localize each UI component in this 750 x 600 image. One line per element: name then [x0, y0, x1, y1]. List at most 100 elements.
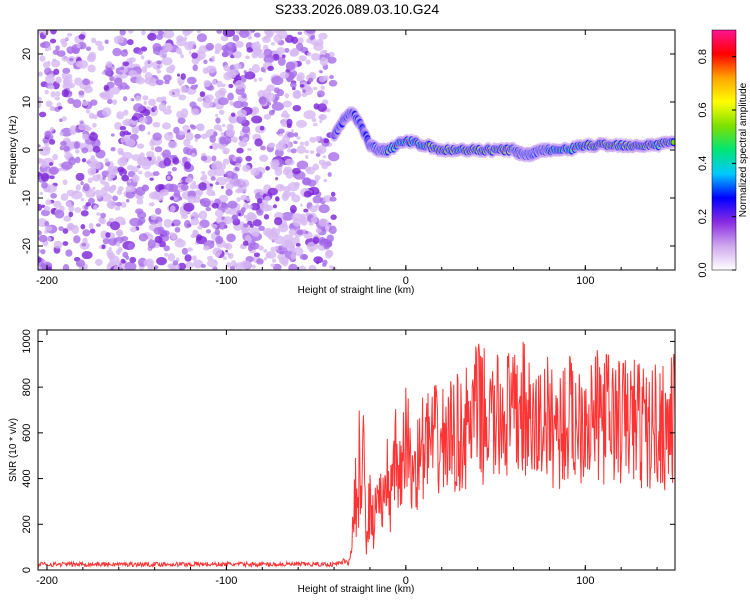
noise-blob	[219, 136, 228, 145]
noise-blob	[183, 138, 191, 147]
noise-blob	[310, 216, 318, 224]
noise-blob	[292, 167, 301, 175]
snr-x-tick-label: 100	[576, 575, 594, 587]
noise-blob	[57, 106, 63, 110]
noise-blob	[258, 96, 267, 105]
noise-blob	[312, 122, 318, 127]
noise-blob	[152, 121, 161, 128]
noise-blob	[191, 108, 200, 116]
noise-blob	[284, 47, 290, 53]
noise-blob	[284, 158, 295, 166]
noise-blob	[263, 190, 268, 194]
noise-blob	[97, 44, 105, 52]
noise-blob	[231, 214, 239, 221]
noise-blob	[324, 52, 331, 59]
noise-blob	[149, 177, 154, 181]
noise-blob	[61, 116, 67, 122]
noise-blob	[49, 38, 57, 44]
noise-blob	[196, 30, 201, 34]
noise-blob	[281, 258, 289, 267]
noise-blob	[163, 157, 172, 167]
noise-blob	[43, 260, 47, 264]
noise-blob	[80, 210, 89, 217]
noise-blob	[273, 217, 283, 226]
noise-blob	[137, 211, 147, 219]
noise-blob	[75, 172, 85, 181]
noise-blob	[119, 66, 125, 71]
noise-blob	[177, 262, 187, 270]
snr-frame	[37, 329, 676, 571]
noise-blob	[271, 102, 285, 111]
noise-blob	[313, 256, 324, 264]
noise-blob	[215, 235, 224, 245]
noise-blob	[90, 37, 97, 44]
noise-blob	[252, 64, 260, 73]
noise-blob	[238, 187, 243, 193]
noise-blob	[187, 195, 196, 204]
noise-blob	[143, 100, 147, 105]
noise-blob	[164, 253, 169, 257]
noise-blob	[38, 234, 48, 243]
noise-blob	[166, 175, 171, 180]
noise-blob	[53, 68, 60, 75]
noise-blob	[155, 207, 162, 215]
noise-blob	[180, 183, 189, 191]
noise-blob	[190, 217, 200, 226]
noise-blob	[322, 259, 328, 266]
noise-blob	[163, 74, 172, 82]
noise-blob	[150, 146, 155, 151]
noise-blob	[83, 85, 93, 94]
noise-blob	[199, 91, 206, 98]
noise-blob	[74, 156, 81, 164]
noise-blob	[191, 52, 198, 59]
noise-blob	[81, 250, 93, 260]
noise-blob	[223, 243, 230, 249]
noise-blob	[116, 249, 121, 256]
noise-blob	[275, 177, 278, 181]
noise-blob	[290, 253, 297, 260]
noise-blob	[168, 183, 178, 193]
noise-blob	[286, 148, 292, 153]
noise-blob	[272, 204, 278, 209]
noise-blob	[69, 57, 74, 62]
noise-blob	[189, 182, 197, 190]
noise-blob	[213, 131, 218, 137]
noise-blob	[259, 189, 265, 196]
noise-blob	[92, 114, 98, 120]
noise-blob	[252, 219, 262, 227]
noise-blob	[184, 161, 192, 170]
noise-blob	[246, 197, 251, 202]
noise-blob	[156, 69, 162, 74]
noise-blob	[167, 140, 178, 149]
noise-blob	[205, 42, 215, 51]
noise-blob	[147, 32, 157, 41]
noise-blob	[87, 197, 95, 204]
noise-blob	[81, 158, 87, 163]
noise-blob	[178, 130, 185, 136]
noise-blob	[240, 194, 248, 201]
noise-blob	[135, 194, 144, 201]
noise-blob	[284, 166, 292, 173]
noise-blob	[250, 167, 261, 176]
noise-blob	[270, 263, 276, 267]
snr-y-tick-label: 200	[21, 515, 33, 533]
noise-blob	[178, 196, 183, 201]
noise-blob	[323, 243, 330, 250]
noise-blob	[277, 253, 286, 260]
noise-blob	[271, 75, 284, 86]
noise-blob	[40, 160, 48, 168]
noise-blob	[68, 211, 74, 218]
noise-blob	[203, 80, 211, 88]
noise-blob	[221, 216, 225, 220]
noise-blob	[107, 171, 116, 179]
noise-blob	[109, 75, 115, 82]
noise-blob	[272, 258, 277, 263]
noise-blob	[222, 256, 227, 260]
noise-blob	[325, 161, 332, 167]
noise-blob	[181, 214, 189, 220]
noise-blob	[309, 150, 315, 154]
noise-blob	[215, 181, 220, 186]
noise-blob	[270, 41, 275, 46]
noise-blob	[304, 140, 310, 147]
noise-blob	[308, 264, 317, 270]
